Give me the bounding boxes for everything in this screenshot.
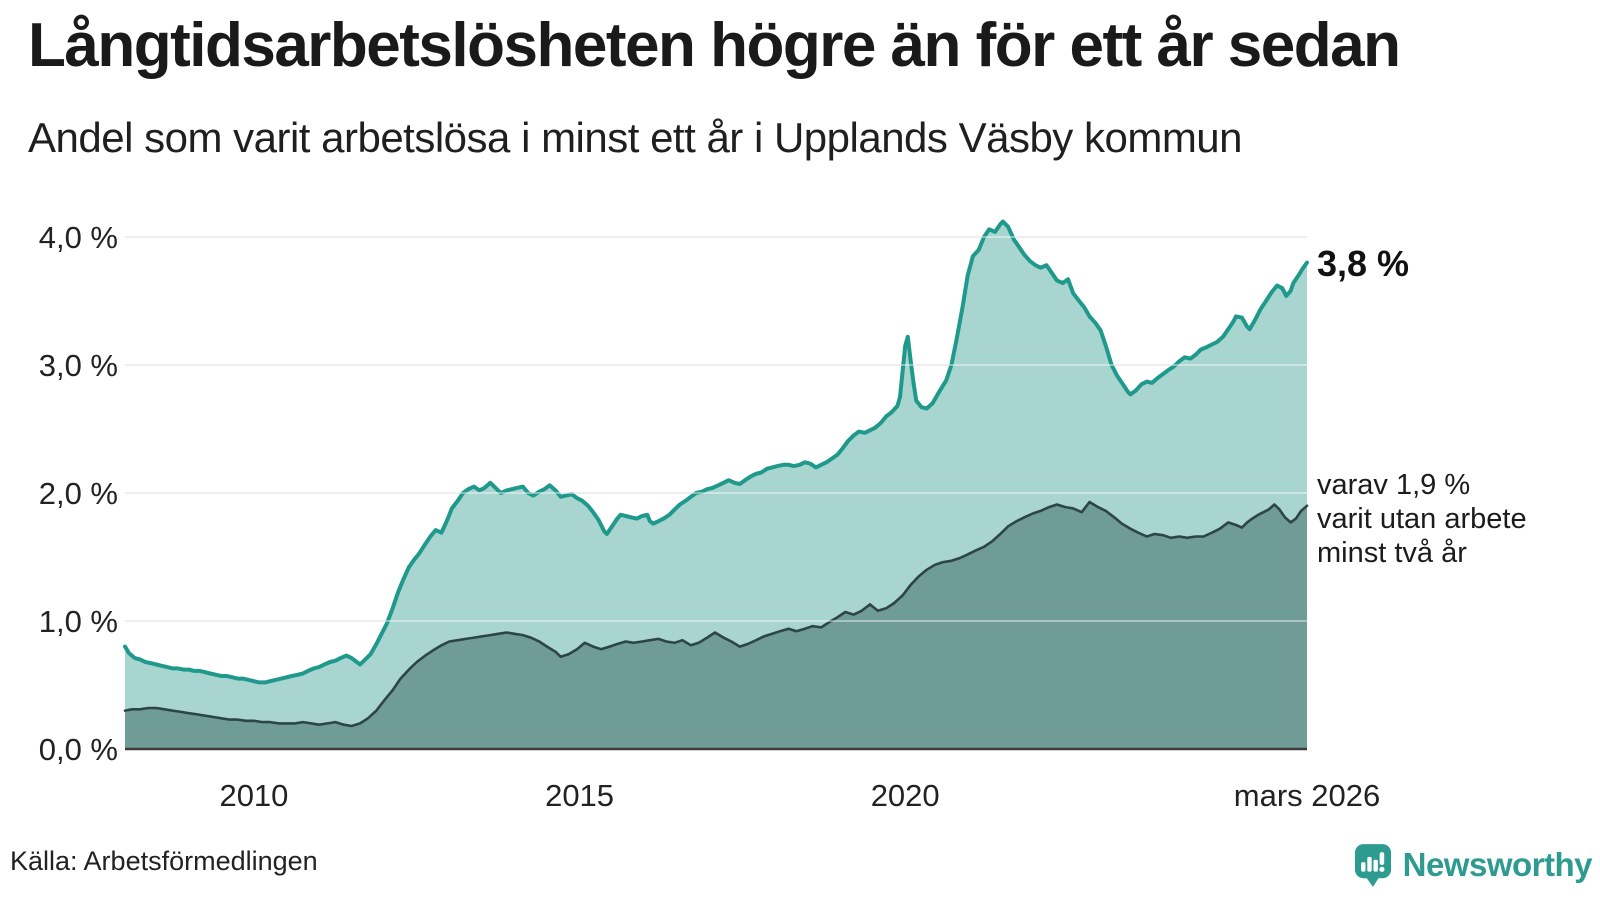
latest-value-label: 3,8 % <box>1317 243 1410 284</box>
y-tick-label: 0,0 % <box>39 732 118 767</box>
total-line <box>123 219 1309 685</box>
two-year-annotation-line1: varav 1,9 % <box>1317 469 1471 501</box>
two-year-annotation-line2: varit utan arbete <box>1317 503 1527 535</box>
page-subtitle: Andel som varit arbetslösa i minst ett å… <box>28 114 1243 161</box>
two-year-area <box>125 502 1307 749</box>
y-tick-label: 4,0 % <box>39 220 118 255</box>
source-credit: Källa: Arbetsförmedlingen <box>10 846 318 876</box>
brand-logo: Newsworthy <box>1354 843 1593 887</box>
two-year-annotation: varav 1,9 % varit utan arbete minst två … <box>1317 468 1527 570</box>
y-tick-label: 2,0 % <box>39 476 118 511</box>
x-tick-label: 2020 <box>871 778 940 813</box>
gridline-overlay <box>125 236 1307 622</box>
two-year-line <box>123 500 1309 728</box>
newsworthy-icon <box>1354 844 1391 887</box>
two-year-annotation-line3: minst två år <box>1317 537 1467 569</box>
y-tick-label: 1,0 % <box>39 604 118 639</box>
page-title: Långtidsarbetslösheten högre än för ett … <box>28 11 1401 80</box>
y-axis-labels: 4,0 % 3,0 % 2,0 % 1,0 % 0,0 % <box>39 220 118 767</box>
x-tick-label: 2015 <box>545 778 614 813</box>
x-tick-label: 2010 <box>219 778 288 813</box>
x-axis-labels: 2010 2015 2020 mars 2026 <box>219 778 1380 813</box>
y-tick-label: 3,0 % <box>39 348 118 383</box>
brand-name: Newsworthy <box>1402 846 1593 883</box>
x-tick-label: mars 2026 <box>1234 778 1380 813</box>
chart-series <box>123 219 1309 750</box>
